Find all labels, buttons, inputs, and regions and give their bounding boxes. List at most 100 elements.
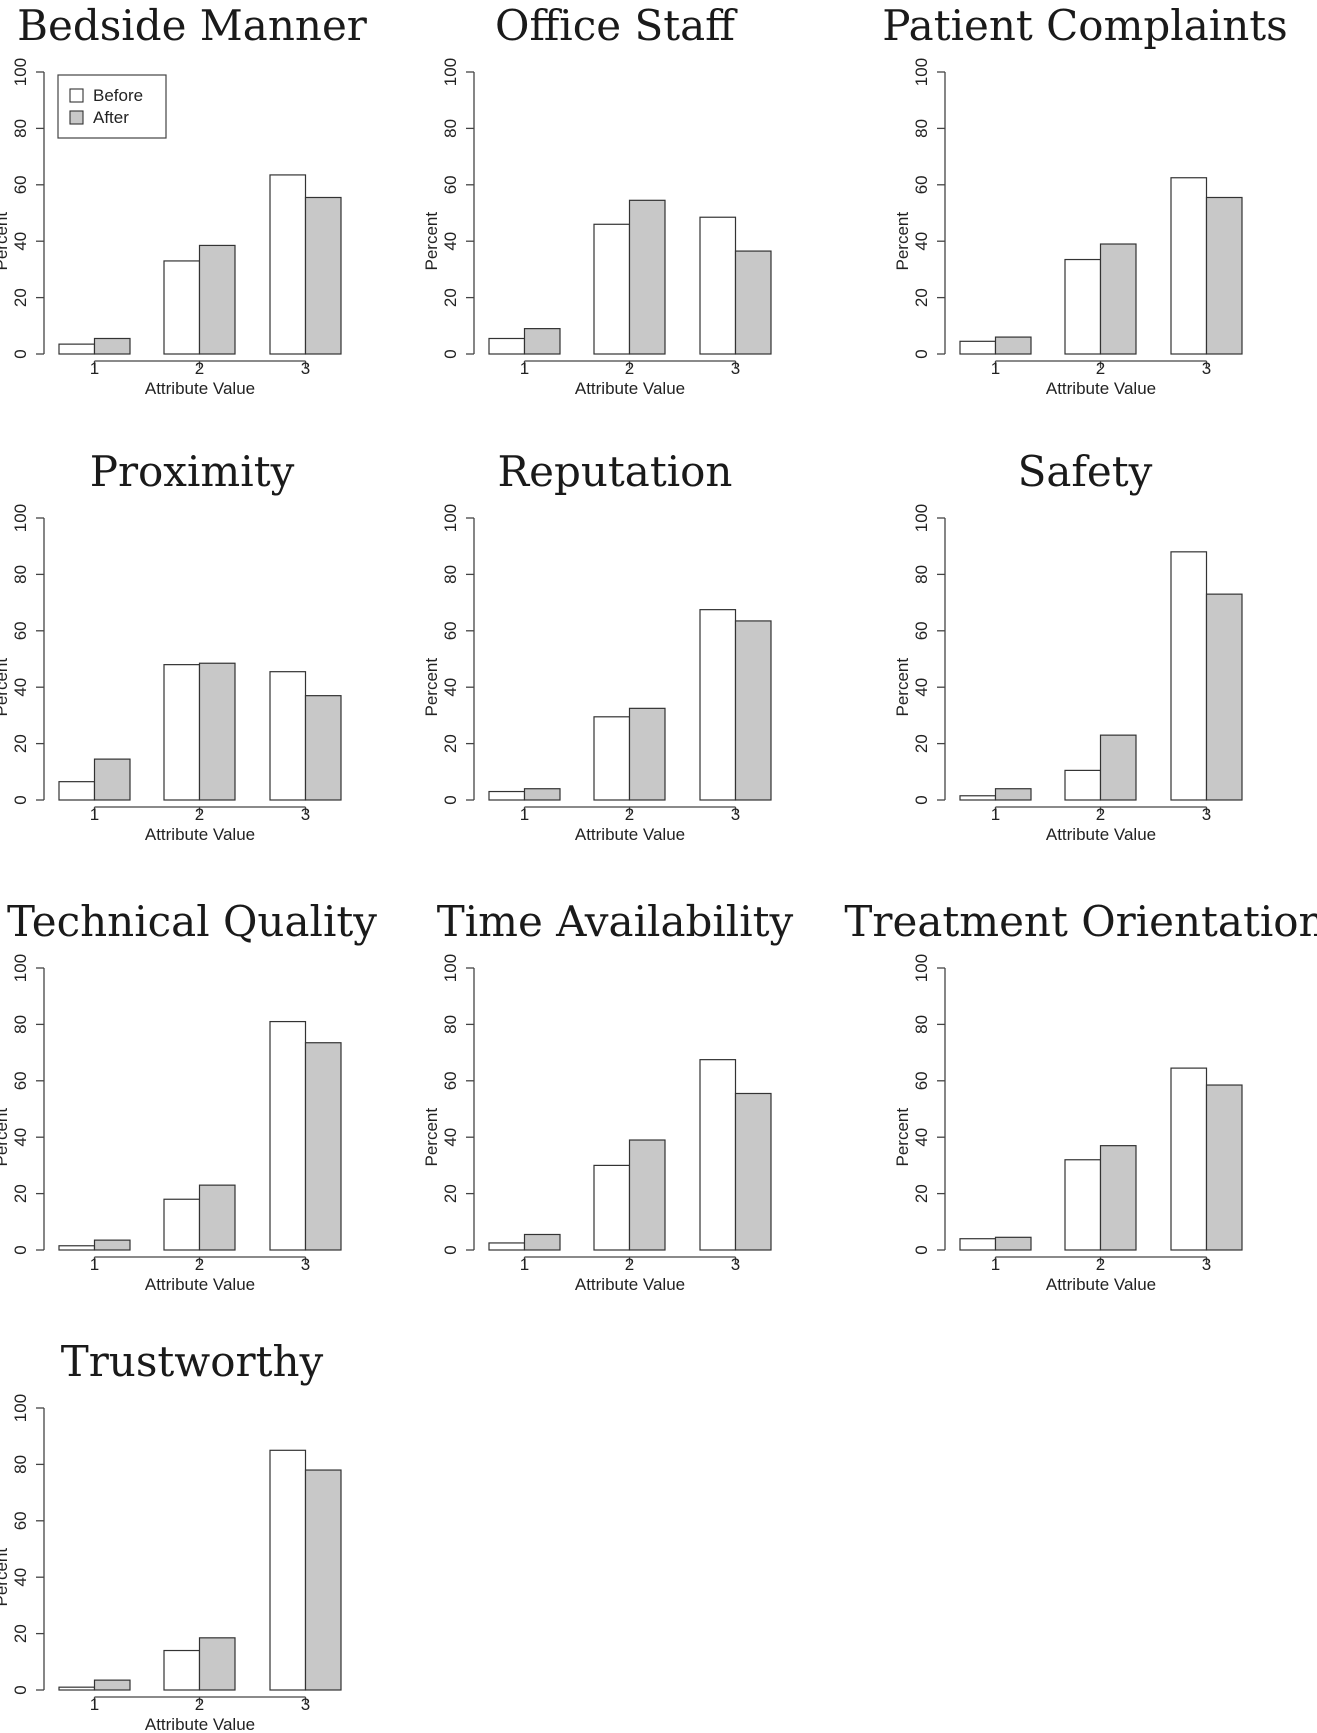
y-tick-label: 0 [441,795,460,804]
legend-box [57,74,167,139]
x-axis-label: Attribute Value [575,825,685,844]
panel-title: Treatment Orientation [844,897,1317,946]
bar-before-3 [269,1020,307,1251]
x-axis-label: Attribute Value [575,1275,685,1294]
bar-after-3 [734,620,772,801]
y-tick-label: 80 [441,565,460,584]
x-tick-label: 2 [1096,805,1105,824]
bar-after-1 [93,337,131,355]
y-axis-label: Percent [893,212,912,271]
y-tick-label: 100 [912,504,931,532]
x-tick-label: 2 [625,805,634,824]
x-tick-label: 1 [90,1695,99,1714]
bar-before-3 [269,1449,307,1691]
y-tick-label: 40 [441,232,460,251]
x-tick-label: 2 [625,1255,634,1274]
x-axis-label: Attribute Value [1046,1275,1156,1294]
y-tick-label: 20 [11,288,30,307]
y-tick-label: 80 [912,119,931,138]
x-tick-label: 3 [301,805,310,824]
x-tick-label: 1 [90,1255,99,1274]
y-tick-label: 0 [11,1245,30,1254]
y-tick-label: 40 [912,678,931,697]
y-tick-label: 40 [912,1128,931,1147]
y-tick-label: 60 [11,175,30,194]
bar-after-2 [1099,243,1137,355]
bar-before-1 [58,343,96,355]
legend-swatch-after [69,110,84,125]
bar-before-1 [488,337,526,355]
x-tick-label: 3 [301,1255,310,1274]
bar-before-1 [959,340,997,355]
y-tick-label: 100 [912,58,931,86]
bar-after-2 [628,707,666,801]
bar-after-1 [93,1679,131,1691]
x-tick-label: 2 [1096,359,1105,378]
bar-before-1 [488,790,526,801]
y-axis-label: Percent [0,658,11,717]
bar-after-3 [1205,196,1243,355]
y-tick-label: 20 [912,288,931,307]
bar-before-2 [163,664,201,801]
bar-before-2 [163,1198,201,1251]
y-tick-label: 60 [11,1511,30,1530]
y-tick-label: 60 [441,175,460,194]
y-axis-label: Percent [893,1108,912,1167]
y-tick-label: 20 [441,1184,460,1203]
y-tick-label: 100 [11,954,30,982]
y-tick-label: 20 [912,1184,931,1203]
x-tick-label: 1 [90,359,99,378]
x-tick-label: 2 [195,805,204,824]
y-tick-label: 100 [11,504,30,532]
bar-after-2 [198,662,236,801]
panel-office-staff: Office Staff 0 20 40 60 80 100 Percent 1 2 3 Attrib… [422,1,772,398]
x-axis-label: Attribute Value [145,1275,255,1294]
x-tick-label: 3 [731,1255,740,1274]
y-tick-label: 0 [912,1245,931,1254]
y-tick-label: 40 [11,232,30,251]
y-tick-label: 20 [11,1184,30,1203]
bar-after-1 [523,328,561,355]
panel-safety: Safety 0 20 40 60 80 100 Percent 1 2 3 Attribute Va… [893,447,1243,844]
bar-after-1 [523,788,561,801]
panel-reputation: Reputation 0 20 40 60 80 100 Percent 1 2 3 Attribut… [422,447,772,844]
y-tick-label: 20 [912,734,931,753]
legend-label-after: After [93,108,129,127]
x-tick-label: 1 [520,1255,529,1274]
bar-before-2 [163,1649,201,1691]
bar-after-3 [304,1469,342,1691]
bar-before-2 [593,223,631,355]
bar-after-2 [198,1184,236,1251]
x-tick-label: 3 [1202,805,1211,824]
y-tick-label: 20 [11,1624,30,1643]
y-tick-label: 40 [441,1128,460,1147]
bar-before-2 [593,1164,631,1251]
bar-after-2 [198,244,236,355]
x-tick-label: 1 [520,359,529,378]
y-axis-label: Percent [0,1548,11,1607]
panel-title: Reputation [498,447,733,496]
bar-before-2 [1064,1159,1102,1251]
bar-before-2 [1064,258,1102,355]
y-tick-label: 100 [11,1394,30,1422]
panel-time-availability: Time Availability 0 20 40 60 80 100 Percent 1 2 3 A… [422,897,794,1294]
panel-title: Office Staff [495,1,738,50]
y-tick-label: 20 [11,734,30,753]
bar-before-1 [58,1686,96,1691]
bar-after-2 [1099,1145,1137,1251]
y-axis-label: Percent [893,658,912,717]
x-axis-label: Attribute Value [575,379,685,398]
y-tick-label: 0 [11,795,30,804]
x-tick-label: 1 [90,805,99,824]
bar-after-1 [994,336,1032,355]
y-tick-label: 60 [11,621,30,640]
bar-before-2 [593,716,631,801]
panel-title: Technical Quality [7,897,377,946]
y-tick-label: 80 [912,565,931,584]
y-axis-label: Percent [0,1108,11,1167]
bar-before-1 [488,1242,526,1251]
x-tick-label: 2 [195,1255,204,1274]
legend-swatch-before [69,88,84,103]
y-axis-label: Percent [0,212,11,271]
y-tick-label: 40 [912,232,931,251]
